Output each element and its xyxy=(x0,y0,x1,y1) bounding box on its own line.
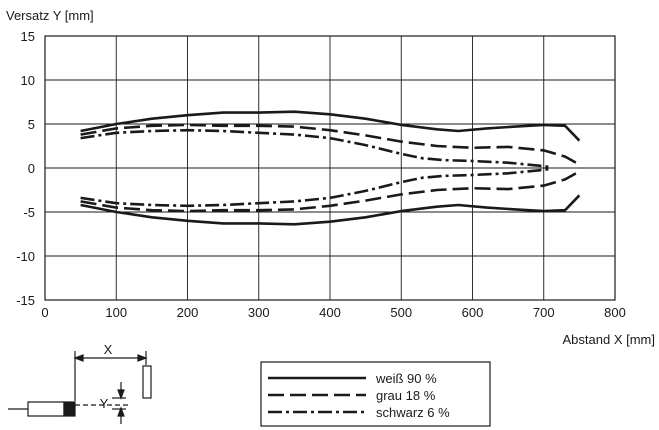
y-tick-label: -5 xyxy=(23,205,35,220)
y-axis-label: Versatz Y [mm] xyxy=(6,8,94,23)
series-line-dashed-lower xyxy=(80,170,581,213)
legend-box xyxy=(260,361,491,427)
y-tick-label: -15 xyxy=(16,293,35,308)
series-line-solid-upper xyxy=(80,110,581,142)
x-tick-label: 700 xyxy=(533,305,555,320)
x-arrow-left xyxy=(73,354,84,362)
x-tick-label: 300 xyxy=(248,305,270,320)
series-line-dashed-upper xyxy=(80,123,581,166)
legend-label: weiß 90 % xyxy=(375,371,437,386)
x-arrow-right xyxy=(137,354,148,362)
inset-x-label: X xyxy=(104,342,113,357)
y-tick-label: 0 xyxy=(28,161,35,176)
measurement-diagram xyxy=(8,351,152,424)
y-arrow-down xyxy=(117,389,125,400)
series-line-dash-dot-lower xyxy=(80,167,552,208)
x-tick-label: 100 xyxy=(105,305,127,320)
plot-frame xyxy=(44,35,616,301)
y-tick-label: 15 xyxy=(21,29,35,44)
grid xyxy=(44,35,616,301)
y-tick-label: 10 xyxy=(21,73,35,88)
legend: weiß 90 % grau 18 % schwarz 6 % xyxy=(260,361,491,427)
series-line-solid-lower xyxy=(80,194,581,226)
tick-labels: 0 100 200 300 400 500 600 700 800 15 10 5 0 -5 -10 -15 xyxy=(16,29,626,320)
legend-label: schwarz 6 % xyxy=(376,405,450,420)
x-tick-label: 400 xyxy=(319,305,341,320)
x-axis-label: Abstand X [mm] xyxy=(563,332,655,347)
x-tick-label: 800 xyxy=(604,305,626,320)
x-tick-label: 600 xyxy=(462,305,484,320)
sensor-head xyxy=(63,401,76,417)
y-tick-label: 5 xyxy=(28,117,35,132)
inset-y-label: Y xyxy=(100,396,109,411)
legend-label: grau 18 % xyxy=(376,388,436,403)
target-object xyxy=(142,365,152,399)
y-tick-label: -10 xyxy=(16,249,35,264)
x-tick-label: 0 xyxy=(41,305,48,320)
x-tick-label: 500 xyxy=(390,305,412,320)
y-arrow-up xyxy=(117,406,125,417)
sensor-body xyxy=(27,401,65,417)
series-line-dash-dot-upper xyxy=(80,128,552,169)
x-tick-label: 200 xyxy=(177,305,199,320)
series-lines xyxy=(80,110,581,226)
